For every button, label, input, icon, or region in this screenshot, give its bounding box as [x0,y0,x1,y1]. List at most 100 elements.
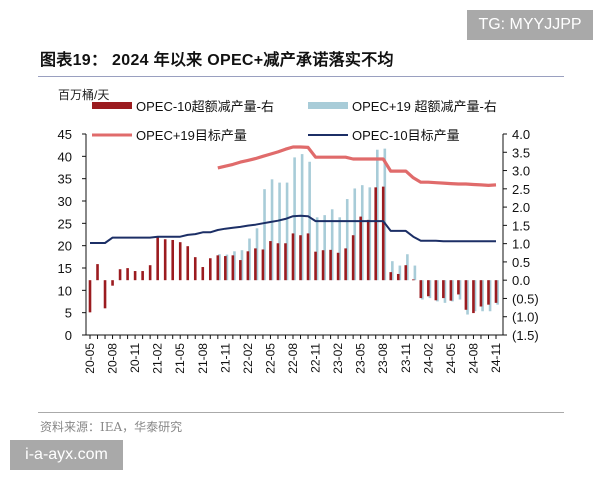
x-tick-label: 23-11 [399,343,413,373]
opec10-excess-bar [141,271,144,281]
source-note: 资料来源：IEA，华泰研究 [40,420,183,434]
opec10-excess-bar [457,280,460,295]
opec10-excess-bar [276,243,280,281]
opec19-excess-bar [398,265,402,281]
opec10-excess-bar [261,249,265,281]
opec10-excess-bar [269,241,272,281]
opec10-excess-bar [359,216,362,281]
opec10-excess-bar [374,187,378,281]
opec10-excess-bar [396,273,400,281]
opec10-excess-bar [118,269,122,281]
left-tick-label: 35 [58,172,72,187]
source-divider [38,412,564,413]
opec10-excess-bar [156,237,159,281]
x-tick-label: 20-05 [83,343,97,374]
opec10-excess-bar [299,235,302,281]
opec19-excess-bar [421,280,424,300]
opec10-excess-bar [366,219,370,281]
left-tick-label: 45 [58,127,72,142]
opec10-excess-bar [434,280,438,301]
opec10-excess-bars [88,186,498,314]
opec10-excess-bar [193,257,197,281]
opec19-excess-bar [473,280,477,312]
right-tick-label: 3.5 [512,145,530,160]
opec10-excess-bar [411,279,415,281]
opec19-excess-bar [255,228,259,281]
opec19-excess-bar [496,280,499,305]
opec10-excess-bar [178,242,182,281]
opec19-excess-bar [285,182,289,281]
right-tick-label: 2.5 [512,182,530,197]
opec19-excess-bar [391,261,394,281]
legend: OPEC-10超额减产量-右 OPEC+19 超额减产量-右 OPEC+19目标… [92,99,497,143]
opec10-excess-bar [284,243,287,281]
x-tick-label: 24-08 [466,343,480,374]
opec10-excess-bar [231,255,235,281]
x-tick-label: 22-08 [286,343,300,374]
opec10-excess-bar [133,271,137,281]
legend-label-opec10-excess: OPEC-10超额减产量-右 [136,99,274,114]
opec19-excess-bar [488,280,492,312]
opec10-excess-bar [216,255,220,281]
x-tick-label: 22-11 [309,343,323,373]
watermark-tg: TG: MYYJJPP [467,10,593,40]
opec19-excess-bar [443,280,447,303]
x-tick-label: 21-11 [218,343,232,373]
opec10-excess-bar [329,249,332,281]
opec19-excess-bar [263,189,266,281]
opec10-excess-bar [464,280,468,310]
x-tick-label: 21-08 [196,343,210,374]
legend-label-opec10-target: OPEC-10目标产量 [352,128,460,143]
opec19-excess-bar [240,250,244,281]
opec19-excess-bar [466,280,469,315]
opec10-excess-bar [351,235,355,281]
x-tick-label: 23-05 [354,343,368,374]
opec10-excess-bar [246,251,250,281]
opec10-excess-bar [314,251,317,281]
legend-label-opec19-excess: OPEC+19 超额减产量-右 [352,99,497,114]
opec10-excess-bar [103,280,107,309]
chart-title: 图表19： 2024 年以来 OPEC+减产承诺落实不均 [40,52,394,69]
opec10-excess-bar [254,248,257,281]
opec19-excess-bar [458,280,462,300]
opec19-excess-bar [225,254,229,281]
opec10-excess-bar [148,265,152,281]
opec10-excess-bar [186,246,190,281]
legend-swatch-opec10-excess [92,102,132,109]
opec19-excess-bar [293,157,296,281]
legend-swatch-opec19-excess [308,102,348,109]
opec10-excess-bar [442,280,445,299]
opec10-excess-bar [239,260,242,281]
x-tick-label: 21-05 [173,343,187,374]
opec10-excess-bar [163,239,167,281]
opec19-excess-bar [248,238,251,281]
legend-label-opec19-target: OPEC+19目标产量 [136,128,247,143]
opec19-excess-bar [353,188,357,281]
opec19-excess-bar [360,185,364,281]
x-tick-label: 22-05 [263,343,277,374]
opec10-excess-bar [201,267,205,281]
opec10-excess-bar [494,280,498,303]
x-tick-label: 21-02 [151,343,165,374]
opec19-excess-bar [345,199,349,281]
right-tick-label: (0.5) [512,291,539,306]
opec10-excess-bar [381,186,385,281]
opec10-excess-bar [224,256,227,281]
opec10-excess-bar [321,250,325,281]
opec19-excess-bars [218,148,499,315]
opec10-excess-bar [427,280,430,297]
opec10-excess-bar [336,252,340,281]
opec10-excess-bar [389,272,393,281]
opec19-excess-bar [278,182,281,281]
opec10-excess-bar [88,280,92,313]
axes: 0 5 10 15 20 25 30 35 40 45 (1.5) (1.0) (0.5) 0.0 0.5 1… [58,127,539,374]
opec19-target-line [217,145,497,187]
right-tick-label: 0.0 [512,273,530,288]
opec19-excess-bar [315,217,319,281]
title-divider [38,76,564,77]
right-tick-label: 1.5 [512,218,530,233]
x-tick-label: 23-02 [331,343,345,374]
opec19-excess-bar [308,161,311,281]
x-tick-label: 20-08 [106,343,120,374]
opec10-excess-bar [449,280,453,301]
